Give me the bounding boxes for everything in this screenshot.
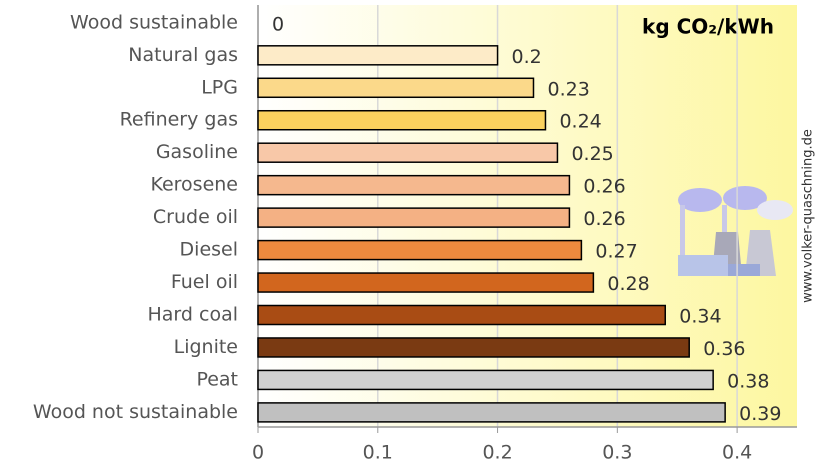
value-label: 0.36 <box>703 338 745 360</box>
value-label: 0.28 <box>607 273 649 295</box>
y-tick-label: Lignite <box>174 336 238 358</box>
y-tick-label: Wood not sustainable <box>33 401 238 423</box>
y-tick-label: Crude oil <box>153 206 238 228</box>
x-tick-label: 0.1 <box>363 442 393 464</box>
x-tick-label: 0.4 <box>722 442 752 464</box>
bar <box>258 241 581 260</box>
bar <box>258 78 533 97</box>
bar <box>258 370 713 389</box>
value-label: 0.27 <box>595 241 637 263</box>
bar <box>258 111 545 130</box>
bar <box>258 403 725 422</box>
y-tick-label: Wood sustainable <box>70 11 238 33</box>
value-label: 0.24 <box>559 111 601 133</box>
value-label: 0.23 <box>547 78 589 100</box>
value-label: 0.34 <box>679 306 721 328</box>
bar <box>258 46 498 65</box>
y-tick-label: LPG <box>201 76 238 98</box>
y-tick-label: Natural gas <box>128 44 238 66</box>
value-label: 0 <box>272 13 284 35</box>
bar <box>258 208 569 227</box>
bar <box>258 306 665 325</box>
value-label: 0.26 <box>583 176 625 198</box>
y-tick-label: Kerosene <box>150 174 238 196</box>
y-tick-label: Gasoline <box>156 141 238 163</box>
y-tick-label: Refinery gas <box>120 109 238 131</box>
credit: www.volker-quaschning.de <box>801 129 816 303</box>
x-tick-label: 0.3 <box>602 442 632 464</box>
bar <box>258 338 689 357</box>
y-tick-label: Hard coal <box>147 304 238 326</box>
chart: kg CO₂/kWh www.volker-quaschning.de 0 0.1… <box>0 0 816 469</box>
x-tick-label: 0.2 <box>482 442 512 464</box>
chart-title: kg CO₂/kWh <box>642 15 774 39</box>
bar <box>258 176 569 195</box>
y-tick-label: Diesel <box>180 239 238 261</box>
value-label: 0.39 <box>739 403 781 425</box>
x-tick-label: 0 <box>252 442 264 464</box>
value-label: 0.2 <box>512 46 542 68</box>
y-tick-label: Fuel oil <box>171 271 238 293</box>
y-tick-label: Peat <box>196 368 238 390</box>
bar <box>258 143 557 162</box>
bar <box>258 273 593 292</box>
value-label: 0.25 <box>571 143 613 165</box>
value-label: 0.38 <box>727 370 769 392</box>
value-label: 0.26 <box>583 208 625 230</box>
